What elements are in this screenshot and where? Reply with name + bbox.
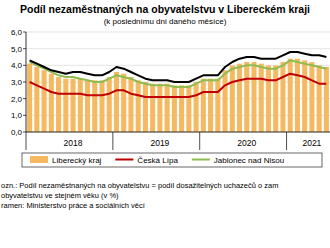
bar [92,80,97,132]
bar [172,85,177,132]
x-tick-label: 2021 [302,138,321,148]
bar [324,67,329,132]
y-tick-label: 4,0 [11,61,23,70]
legend-frame [22,153,322,167]
bar [56,77,61,132]
bar [237,64,242,132]
bar [128,77,133,132]
y-tick-label: 3,0 [11,78,23,87]
year-separator [286,132,287,150]
bar [280,62,285,132]
bar [295,59,300,132]
bar [143,82,148,132]
bar [42,70,47,132]
legend-label: Česká Lípa [137,156,178,165]
grid-line [26,132,330,133]
y-tick [23,115,26,116]
legend-swatch [115,159,133,161]
bar [99,80,104,132]
bar [27,64,32,132]
bar [266,65,271,132]
bar [136,80,141,132]
year-separator [199,132,200,150]
bar [194,82,199,132]
bar [302,60,307,132]
bar [259,64,264,132]
bar [288,59,293,132]
legend: Liberecký kraj Česká Lípa Jablonec nad Nis… [22,153,322,167]
legend-label: Jablonec nad Nisou [214,156,284,165]
y-tick-label: 2,0 [11,95,23,104]
bar [63,79,68,132]
bar [186,85,191,132]
bar [165,84,170,132]
subtitle: (k poslednímu dni daného měsíce) [104,17,227,26]
plot-marks [27,52,329,132]
x-tick-label: 2020 [237,138,256,148]
bar [114,72,119,132]
bar [179,85,184,132]
bar [49,74,54,132]
bar [85,80,90,132]
y-tick [23,32,26,33]
x-tick-label: 2019 [150,138,169,148]
annotation: ramen: Ministerstvo práce a sociálních v… [1,201,146,210]
y-tick [23,48,26,49]
legend-label: Liberecký kraj [52,156,102,165]
bar [230,65,235,132]
bar [71,79,76,132]
bar [244,62,249,132]
y-tick-label: 6,0 [11,28,23,37]
y-tick-label: 0,0 [11,128,23,137]
y-tick [23,65,26,66]
bar [157,84,162,132]
y-tick-label: 5,0 [11,45,23,54]
y-tick [23,132,26,133]
y-axis [26,32,27,132]
bar [273,65,278,132]
chart: Podíl nezaměstnaných na obyvatelstvu v L… [0,0,330,248]
y-tick [23,82,26,83]
x-tick-label: 2018 [64,138,83,148]
year-separator [26,132,27,150]
bar [223,70,228,132]
bar [309,62,314,132]
bar [208,79,213,132]
annotation: obyvatelstvu ve stejném věku (v %) [1,191,119,200]
bar [201,79,206,132]
bar [78,79,83,132]
bar [251,62,256,132]
bar [317,65,322,132]
y-tick-label: 1,0 [11,111,23,120]
annotation: ozn.: Podíl nezaměstnaných na obyvatelst… [1,181,278,190]
bar [150,84,155,132]
bar [215,79,220,132]
grid-line [26,32,330,33]
legend-swatch [192,159,210,161]
x-axis [26,132,330,133]
legend-swatch [30,156,48,163]
bar [34,67,39,132]
grid-line [26,48,330,49]
y-tick [23,98,26,99]
line [30,52,327,82]
title: Podíl nezaměstnaných na obyvatelstvu v L… [20,3,310,15]
bar [121,74,126,132]
year-separator [112,132,113,150]
bar [107,77,112,132]
